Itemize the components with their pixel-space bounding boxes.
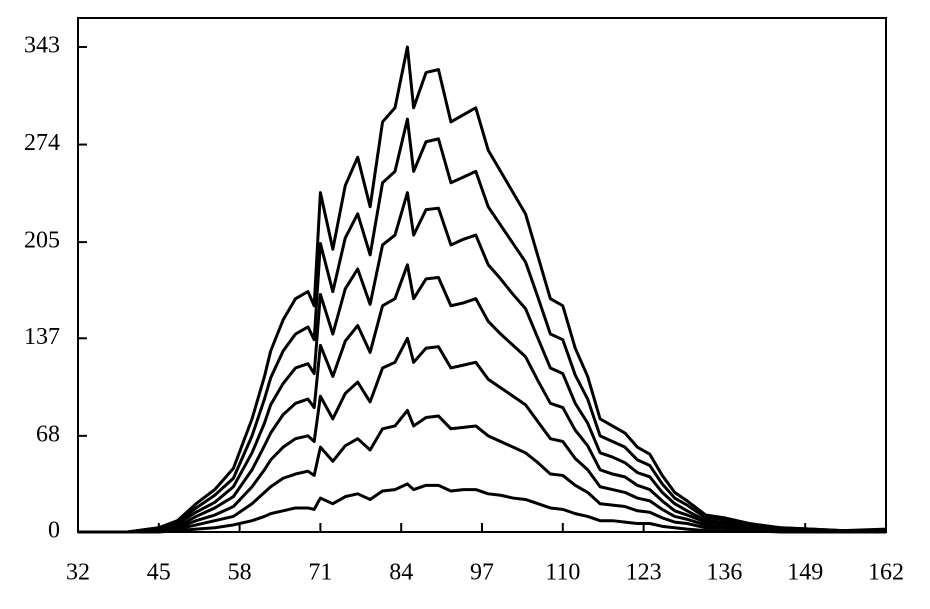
- y-tick-label: 274: [24, 130, 60, 156]
- y-tick-label: 68: [36, 421, 60, 447]
- y-tick-label: 205: [24, 228, 60, 254]
- data-line: [78, 336, 887, 534]
- x-tick-label: 136: [706, 560, 742, 586]
- data-line: [78, 45, 887, 534]
- y-tick-label: 0: [48, 518, 60, 544]
- plot-frame: [77, 17, 887, 533]
- x-tick-label: 58: [228, 560, 252, 586]
- x-tick-label: 45: [147, 560, 171, 586]
- x-tick-label: 123: [626, 560, 662, 586]
- data-line: [78, 408, 886, 534]
- x-tick-label: 97: [470, 560, 494, 586]
- y-tick-label: 137: [24, 324, 60, 350]
- x-tick-label: 149: [787, 560, 823, 586]
- x-tick-label: 32: [66, 560, 90, 586]
- data-line: [78, 117, 886, 534]
- x-tick-label: 84: [389, 560, 413, 586]
- data-line: [78, 191, 886, 534]
- x-tick-label: 162: [868, 560, 904, 586]
- x-tick-label: 110: [545, 560, 580, 586]
- data-line: [78, 263, 886, 534]
- y-tick-label: 343: [24, 32, 60, 58]
- data-line: [78, 482, 886, 534]
- x-tick-label: 71: [308, 560, 332, 586]
